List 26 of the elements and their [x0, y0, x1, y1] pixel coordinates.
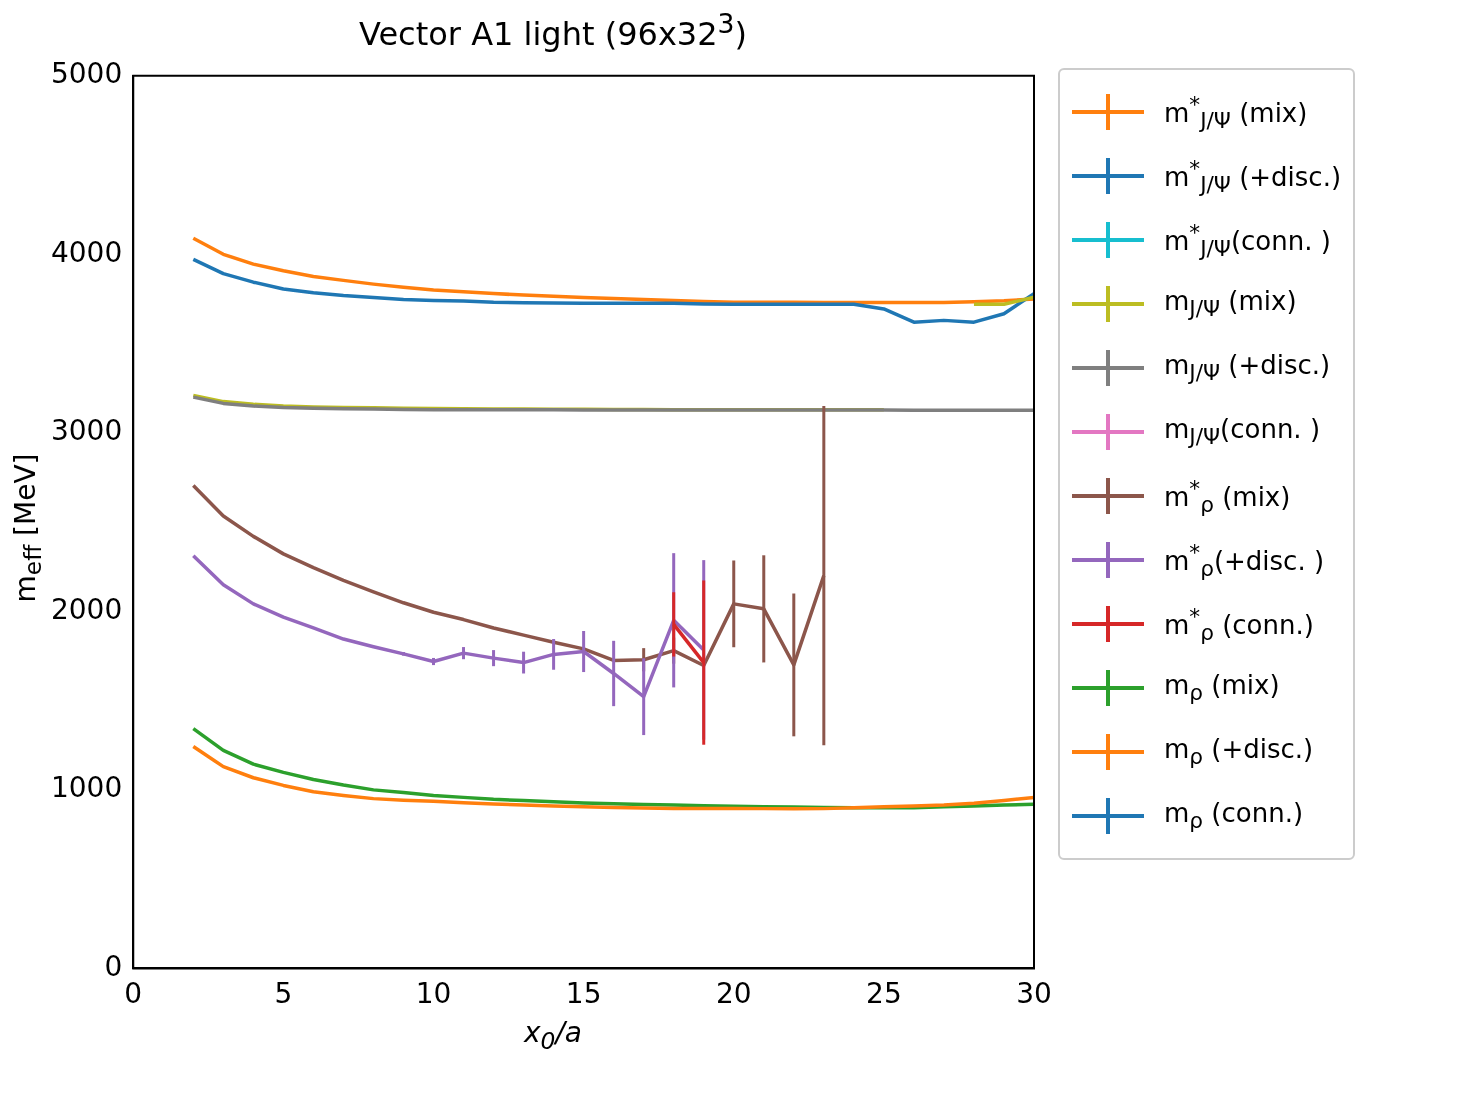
- legend-label: m$_{ρ}$ (conn.): [1164, 798, 1304, 834]
- x-axis-title: x$_{0}$/a: [523, 1016, 582, 1055]
- legend-label: m$_{ρ}$ (+disc.): [1164, 734, 1314, 770]
- x-tick-label: 15: [565, 977, 602, 1011]
- legend-label: m$^{*}$$_{ρ}$ (mix): [1164, 475, 1291, 517]
- y-tick-label: 3000: [50, 414, 123, 448]
- legend-label: m$^{*}$$_{ρ}$(+disc. ): [1164, 539, 1325, 581]
- legend-label: m$^{*}$$_{J/Ψ}$ (+disc.): [1164, 155, 1342, 197]
- legend-label: m$_{J/Ψ}$ (mix): [1164, 286, 1297, 322]
- x-tick-label: 20: [715, 977, 752, 1011]
- y-tick-label: 4000: [50, 235, 123, 269]
- chart-title: Vector A1 light (96x32$^{3}$): [359, 8, 747, 55]
- y-tick-label: 1000: [50, 771, 123, 805]
- x-tick-label: 5: [274, 977, 293, 1011]
- x-tick-label: 30: [1016, 977, 1052, 1011]
- legend-label: m$_{J/Ψ}$(conn. ): [1164, 414, 1321, 450]
- x-tick-label: 10: [415, 977, 452, 1011]
- y-tick-label: 0: [104, 949, 123, 983]
- legend-label: m$^{*}$$_{J/Ψ}$ (mix): [1164, 91, 1308, 133]
- legend-label: m$^{*}$$_{ρ}$ (conn.): [1164, 603, 1314, 645]
- y-tick-label: 5000: [50, 57, 123, 91]
- y-tick-label: 2000: [50, 592, 123, 626]
- legend-label: m$_{ρ}$ (mix): [1164, 670, 1280, 706]
- legend-label: m$_{J/Ψ}$ (+disc.): [1164, 350, 1331, 386]
- legend-label: m$^{*}$$_{J/Ψ}$(conn. ): [1164, 219, 1331, 261]
- x-tick-label: 25: [866, 977, 902, 1011]
